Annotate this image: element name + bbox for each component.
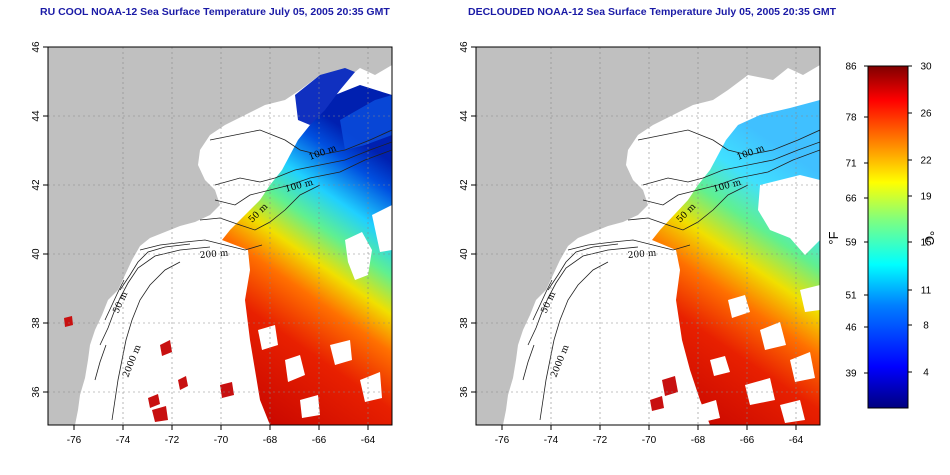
colorbar-f-label: 78 — [845, 113, 857, 124]
x-tick-label: -68 — [263, 435, 278, 446]
y-tick-label: 38 — [31, 317, 42, 329]
y-tick-label: 44 — [459, 110, 470, 122]
colorbar-gradient — [867, 65, 909, 409]
cold-water-patch — [295, 68, 355, 125]
colorbar-c-label: 8 — [923, 321, 929, 332]
colorbar: °F °C 86 78 71 66 59 51 46 39 30 26 22 19 15 11 8 4 — [826, 62, 937, 409]
colorbar-c-label: 11 — [921, 286, 932, 297]
colorbar-f-label: 46 — [845, 323, 857, 334]
panel-2-title: DECLOUDED NOAA-12 Sea Surface Temperatur… — [468, 6, 837, 18]
panel-1-frame — [47, 46, 393, 426]
lat-lon-grid — [48, 47, 392, 425]
colorbar-c-label: 30 — [920, 62, 932, 73]
y-tick-label: 36 — [31, 386, 42, 398]
x-tick-label: -64 — [361, 435, 376, 446]
contour-label: 200 m — [627, 248, 657, 260]
colorbar-c-label: 22 — [920, 156, 932, 167]
cloud-gaps — [700, 175, 820, 423]
y-tick-label: 46 — [31, 41, 42, 53]
x-tick-label: -72 — [593, 435, 608, 446]
lat-lon-grid — [476, 47, 820, 425]
x-tick-label: -66 — [312, 435, 327, 446]
colorbar-unit-f: °F — [826, 231, 841, 244]
colorbar-f-label: 59 — [845, 238, 857, 249]
colorbar-f-label: 86 — [845, 62, 857, 73]
x-tick-label: -68 — [691, 435, 706, 446]
y-tick-label: 38 — [459, 317, 470, 329]
sst-offshore-patches — [650, 376, 678, 411]
x-tick-label: -76 — [67, 435, 82, 446]
y-tick-label: 40 — [31, 248, 42, 260]
y-tick-label: 42 — [31, 179, 42, 191]
x-tick-label: -70 — [214, 435, 229, 446]
colorbar-f-label: 71 — [845, 159, 857, 170]
colorbar-unit-c: °C — [922, 231, 937, 246]
x-tick-label: -72 — [165, 435, 180, 446]
colorbar-ticks: 86 78 71 66 59 51 46 39 30 26 22 19 15 11 8 4 — [845, 62, 932, 380]
x-tick-label: -76 — [495, 435, 510, 446]
panel-1-title: RU COOL NOAA-12 Sea Surface Temperature … — [40, 6, 390, 18]
bathymetry-contours — [522, 129, 820, 421]
colorbar-f-label: 51 — [845, 291, 857, 302]
y-tick-label: 40 — [459, 248, 470, 260]
x-tick-label: -64 — [789, 435, 804, 446]
colorbar-c-label: 4 — [923, 368, 929, 379]
panel-2-map: 100 m 100 m 50 m 200 m 50 m 2000 m -76 -7… — [459, 41, 821, 446]
colorbar-f-label: 66 — [845, 194, 857, 205]
x-tick-label: -74 — [544, 435, 559, 446]
cloud-gaps — [258, 205, 392, 418]
panel-2-axis-ticks: -76 -74 -72 -70 -68 -66 -64 46 44 42 40 38 36 — [459, 41, 804, 446]
x-tick-label: -70 — [642, 435, 657, 446]
sst-offshore-patches — [64, 316, 234, 422]
panel-1-map: 100 m 100 m 50 m 200 m 50 m 2000 m -76 -7… — [31, 41, 393, 446]
x-tick-label: -66 — [740, 435, 755, 446]
land-mass — [476, 47, 820, 425]
colorbar-c-label: 26 — [920, 109, 932, 120]
colorbar-c-label: 19 — [920, 192, 932, 203]
panel-2-frame — [475, 46, 821, 426]
panel-1-axis-ticks: -76 -74 -72 -70 -68 -66 -64 46 44 42 40 38 36 — [31, 41, 376, 446]
colorbar-f-label: 39 — [845, 369, 857, 380]
x-tick-label: -74 — [116, 435, 131, 446]
y-tick-label: 46 — [459, 41, 470, 53]
y-tick-label: 36 — [459, 386, 470, 398]
land-mass — [48, 47, 392, 425]
bathymetry-contours — [94, 129, 392, 421]
contour-label: 200 m — [199, 248, 229, 260]
colorbar-c-label: 15 — [920, 238, 932, 249]
y-tick-label: 42 — [459, 179, 470, 191]
y-tick-label: 44 — [31, 110, 42, 122]
